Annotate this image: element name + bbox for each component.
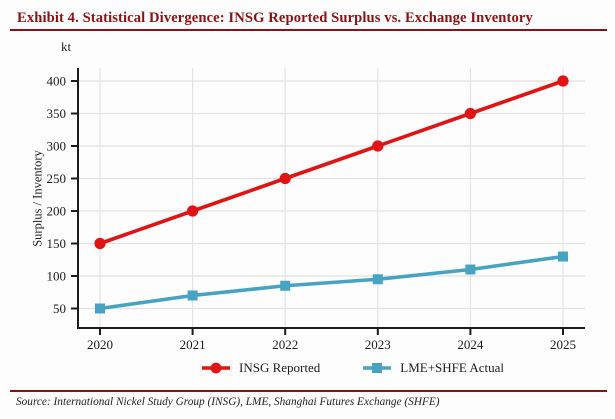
footer-rule (10, 390, 607, 392)
y-axis-label: Surplus / Inventory (30, 150, 45, 247)
svg-text:2022: 2022 (272, 337, 298, 352)
data-point-insg-reported (279, 172, 291, 185)
unit-label: kt (61, 39, 72, 54)
axes (71, 68, 585, 335)
svg-text:300: 300 (47, 139, 67, 154)
chart-area: 50 100 150 200 250 300 350 400 2020 2021 2022 2023 2… (0, 31, 615, 385)
source-note: Source: International Nickel Study Group… (16, 396, 440, 408)
svg-text:50: 50 (53, 301, 66, 316)
data-point-insg-reported (464, 107, 476, 120)
data-point-insg-reported (372, 140, 384, 152)
page-title: Exhibit 4. Statistical Divergence: INSG … (17, 10, 533, 26)
series-lme-shfe-actual (95, 251, 568, 314)
data-point-lme-shfe-actual (465, 264, 476, 275)
legend-label-lme-shfe: LME+SHFE Actual (400, 360, 504, 375)
tick-labels: 50 100 150 200 250 300 350 400 2020 2021 2022 2023 2… (47, 74, 577, 353)
svg-text:400: 400 (47, 74, 67, 89)
legend-item-insg: INSG Reported (201, 360, 320, 376)
data-point-insg-reported (557, 75, 569, 87)
data-point-lme-shfe-actual (187, 290, 198, 301)
legend-item-lme-shfe: LME+SHFE Actual (362, 360, 504, 376)
legend-marker-square-icon (363, 363, 392, 373)
legend-label-insg: INSG Reported (239, 360, 321, 375)
svg-text:250: 250 (47, 171, 67, 186)
svg-text:2020: 2020 (87, 337, 113, 352)
data-point-insg-reported (187, 205, 199, 217)
data-point-lme-shfe-actual (280, 280, 291, 291)
series-insg-reported (94, 75, 569, 250)
line-chart: 50 100 150 200 250 300 350 400 2020 2021 2022 2023 2… (47, 68, 585, 353)
svg-text:100: 100 (47, 269, 67, 284)
svg-text:350: 350 (47, 106, 67, 121)
data-point-lme-shfe-actual (558, 251, 568, 262)
data-point-lme-shfe-actual (95, 303, 105, 314)
data-point-insg-reported (94, 237, 106, 250)
legend-marker-circle-icon (202, 362, 230, 374)
title-rule (10, 29, 607, 31)
svg-text:150: 150 (47, 236, 67, 251)
gridlines (78, 68, 585, 328)
chart-legend: INSG Reported LME+SHFE Actual (45, 360, 615, 376)
svg-text:200: 200 (47, 204, 67, 219)
svg-text:2025: 2025 (550, 337, 576, 352)
svg-text:2023: 2023 (365, 337, 391, 352)
svg-text:2024: 2024 (457, 337, 484, 352)
svg-text:2021: 2021 (180, 337, 206, 352)
data-point-lme-shfe-actual (372, 274, 383, 285)
